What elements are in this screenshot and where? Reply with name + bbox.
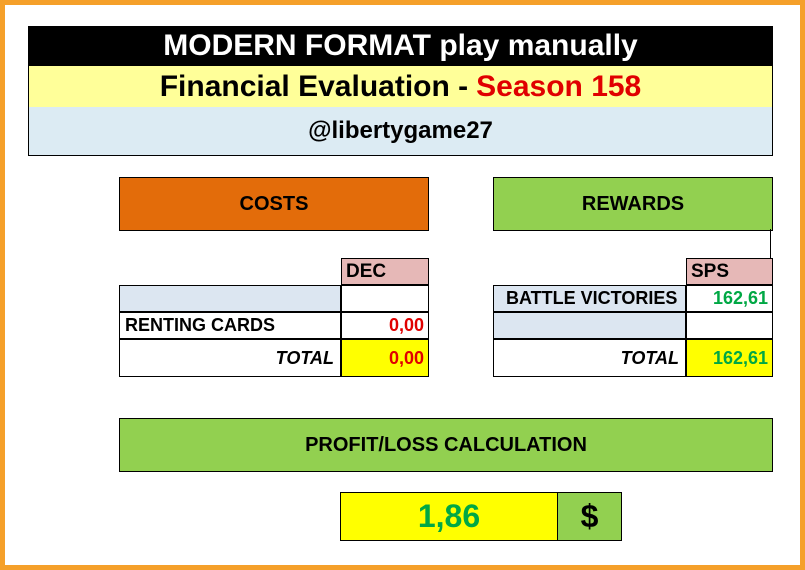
- account-handle: @libertygame27: [308, 117, 493, 144]
- rewards-unit-header: SPS: [686, 258, 773, 285]
- page-title: MODERN FORMAT play manually: [28, 26, 773, 66]
- costs-row-renting-value: 0,00: [341, 312, 429, 339]
- profit-value-box: 1,86: [340, 492, 558, 541]
- costs-row-1-value: [341, 285, 429, 312]
- currency-box: $: [558, 492, 622, 541]
- costs-unit-header: DEC: [341, 258, 429, 285]
- costs-total-value: 0,00: [341, 339, 429, 377]
- costs-header-label: COSTS: [239, 192, 309, 215]
- rewards-total-value: 162,61: [686, 339, 773, 377]
- rewards-connector-line: [770, 229, 771, 258]
- rewards-row-battle-value: 162,61: [686, 285, 773, 312]
- account-handle-bar: @libertygame27: [28, 107, 773, 156]
- currency-symbol: $: [580, 498, 599, 534]
- page-title-text: MODERN FORMAT play manually: [163, 29, 638, 62]
- costs-row-renting-label: RENTING CARDS: [119, 312, 341, 339]
- costs-row-1-label: [119, 285, 341, 312]
- rewards-total-label: TOTAL: [493, 339, 686, 377]
- rewards-row-2-value: [686, 312, 773, 339]
- profit-value: 1,86: [417, 498, 481, 534]
- profit-loss-header-label: PROFIT/LOSS CALCULATION: [305, 433, 587, 456]
- rewards-row-2-label: [493, 312, 686, 339]
- rewards-header-label: REWARDS: [581, 192, 685, 215]
- rewards-row-battle-label: BATTLE VICTORIES: [493, 285, 686, 312]
- subtitle-text: Financial Evaluation -: [159, 69, 469, 103]
- profit-loss-header: PROFIT/LOSS CALCULATION: [119, 418, 773, 472]
- costs-total-label: TOTAL: [119, 339, 341, 377]
- subtitle-bar: Financial Evaluation - Season 158: [28, 66, 773, 107]
- costs-header: COSTS: [119, 177, 429, 231]
- rewards-header: REWARDS: [493, 177, 773, 231]
- season-label: Season 158: [476, 69, 642, 103]
